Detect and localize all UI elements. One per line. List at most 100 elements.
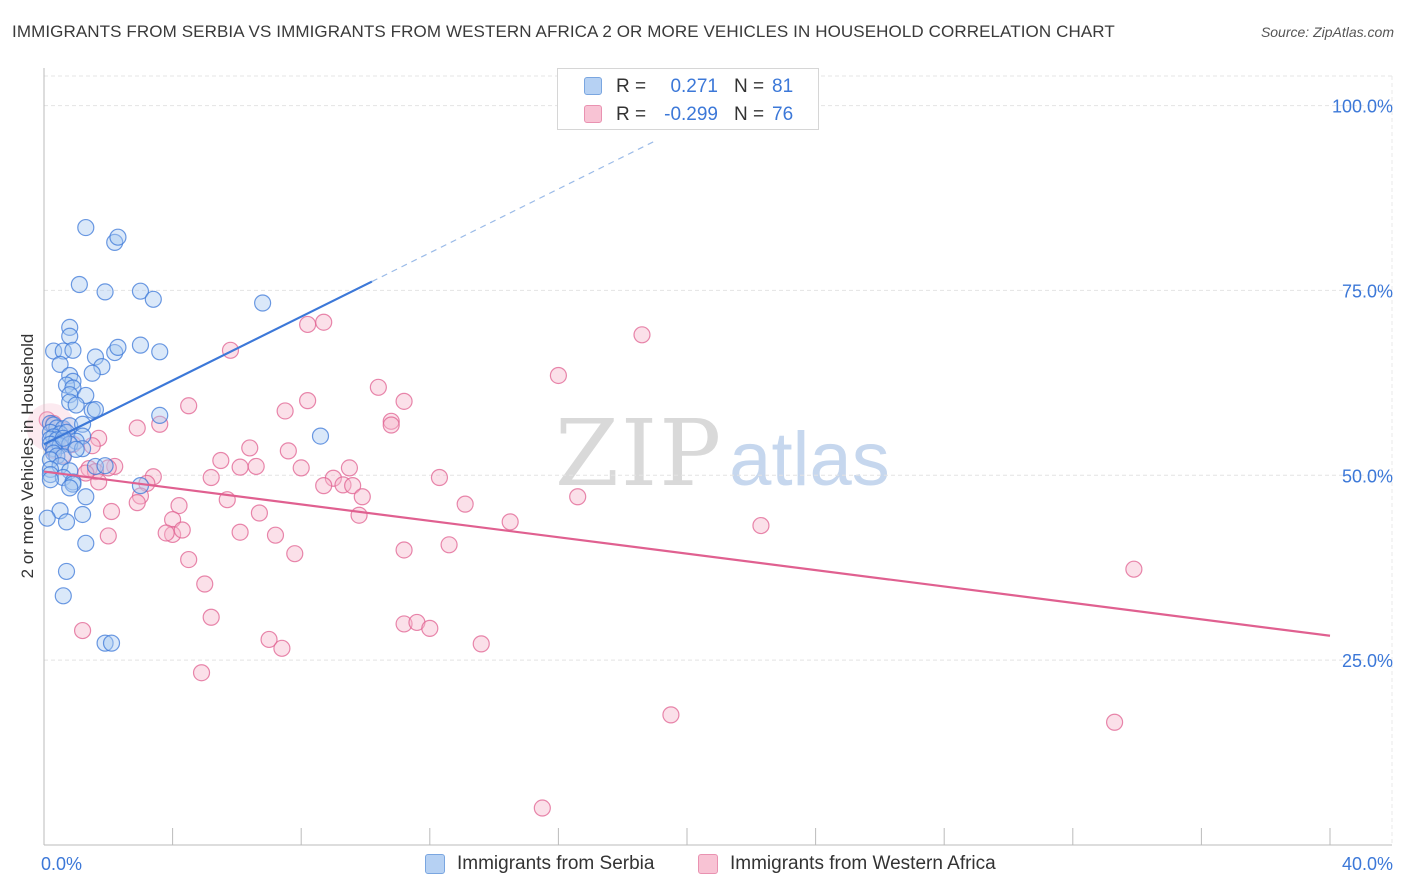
data-point — [299, 392, 317, 410]
data-point — [202, 608, 220, 626]
data-point — [212, 451, 230, 470]
data-point — [472, 635, 490, 653]
data-point — [180, 397, 198, 415]
data-point — [77, 218, 95, 237]
n-value: 76 — [772, 104, 794, 125]
data-point — [501, 513, 519, 531]
data-point — [549, 366, 568, 385]
data-point — [430, 468, 449, 487]
n-label: N = — [734, 104, 765, 125]
data-point — [70, 275, 88, 294]
data-point — [353, 488, 371, 506]
data-point — [569, 488, 587, 506]
western-africa-swatch — [584, 105, 602, 123]
x-tick-label: 40.0% — [1342, 854, 1393, 874]
data-point — [231, 523, 249, 541]
data-point — [128, 419, 146, 437]
data-point — [54, 342, 72, 360]
data-point — [83, 364, 101, 382]
y-tick-label: 100.0% — [1332, 97, 1393, 117]
data-point — [231, 458, 249, 476]
legend-label-western-africa: Immigrants from Western Africa — [730, 853, 996, 874]
data-point — [276, 402, 294, 420]
data-point — [151, 415, 169, 433]
data-point — [247, 457, 265, 476]
data-point — [164, 525, 182, 544]
serbia-swatch — [425, 854, 445, 874]
data-point — [292, 459, 310, 477]
data-point — [151, 406, 169, 424]
data-point — [157, 524, 175, 542]
data-point — [102, 634, 121, 652]
x-tick-label: 0.0% — [41, 854, 82, 874]
data-point — [334, 476, 352, 494]
data-point — [102, 502, 121, 521]
data-point — [73, 440, 92, 458]
data-point — [96, 283, 114, 301]
data-point — [77, 488, 95, 506]
y-tick-label: 50.0% — [1342, 466, 1393, 486]
data-point — [86, 348, 105, 366]
data-point — [131, 282, 150, 300]
data-point — [41, 465, 60, 484]
data-point — [61, 318, 79, 337]
correlation-legend: R = 0.271 N = 81 R = -0.299 N = 76 — [557, 68, 819, 130]
legend-label-serbia: Immigrants from Serbia — [457, 853, 655, 874]
data-point — [395, 615, 413, 633]
data-point — [41, 451, 60, 469]
data-point — [57, 562, 76, 581]
data-point — [266, 526, 285, 544]
data-point — [340, 459, 359, 477]
data-point — [421, 619, 439, 637]
grid-lines — [44, 75, 1393, 845]
data-point — [67, 440, 85, 459]
data-point — [286, 545, 304, 563]
data-point — [456, 495, 474, 513]
data-point — [382, 412, 400, 430]
y-tick-label: 25.0% — [1342, 651, 1393, 671]
data-point — [202, 468, 220, 487]
data-point — [250, 504, 269, 522]
data-point — [106, 457, 124, 476]
serbia-trend-line — [43, 280, 373, 446]
data-point — [315, 313, 333, 331]
data-point — [633, 326, 651, 344]
data-point — [106, 343, 124, 362]
data-point — [131, 336, 150, 354]
data-point — [315, 477, 333, 495]
data-point — [299, 315, 317, 334]
data-point — [109, 228, 127, 246]
r-label: R = — [616, 76, 647, 97]
data-point — [64, 341, 82, 359]
serbia-trend-extension — [371, 140, 656, 283]
r-value: -0.299 — [664, 104, 718, 125]
data-point — [96, 457, 114, 475]
data-point — [1125, 560, 1143, 578]
data-point — [192, 664, 211, 682]
data-point — [173, 521, 191, 539]
western-africa-points — [26, 313, 1143, 817]
data-point — [221, 341, 240, 359]
series-legend: Immigrants from Serbia Immigrants from W… — [0, 852, 1406, 878]
y-axis-label: 2 or more Vehicles in Household — [18, 333, 37, 579]
data-point — [86, 457, 105, 476]
r-label: R = — [616, 104, 647, 125]
data-point — [96, 634, 114, 652]
data-point — [180, 550, 198, 569]
data-point — [752, 516, 770, 535]
serbia-points — [38, 218, 330, 652]
western-africa-trend-line — [43, 470, 1331, 637]
data-point — [170, 497, 188, 515]
data-point — [533, 799, 551, 817]
data-point — [254, 294, 272, 312]
trend-lines — [43, 140, 1331, 637]
data-point — [93, 357, 111, 376]
legend-row-serbia: R = 0.271 N = 81 — [558, 72, 818, 100]
data-point — [151, 343, 169, 361]
y-tick-label: 75.0% — [1342, 281, 1393, 301]
data-point — [273, 639, 291, 657]
data-point — [144, 290, 162, 308]
data-point — [38, 509, 56, 527]
data-point — [1105, 713, 1124, 731]
data-point — [662, 706, 680, 724]
